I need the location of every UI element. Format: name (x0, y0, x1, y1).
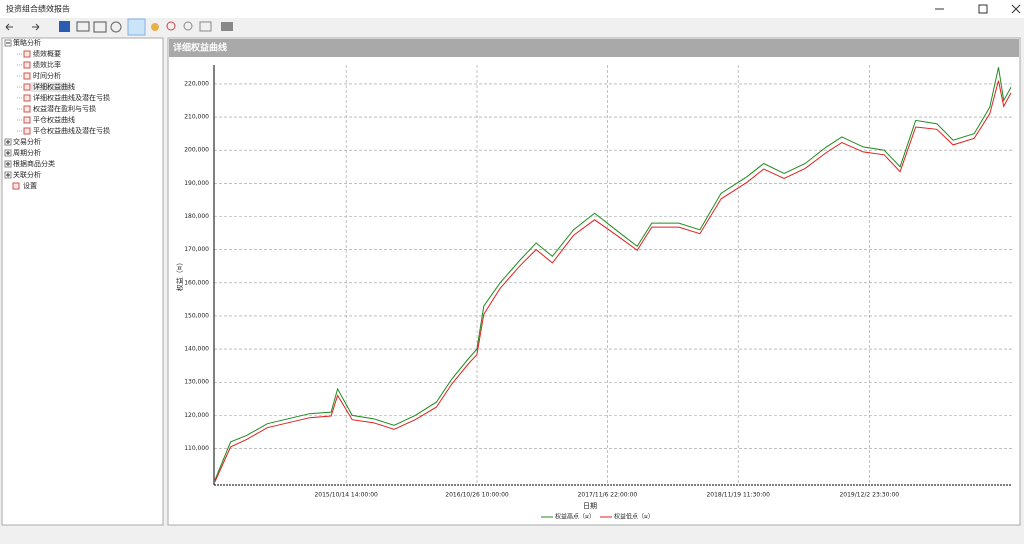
close[interactable] (1011, 4, 1021, 14)
item-icon (23, 116, 31, 124)
zoom-in-button[interactable] (166, 21, 176, 31)
y-tick-label: 220,000 (184, 80, 209, 87)
maximize[interactable] (978, 4, 988, 14)
x-tick-label: 2016/10/26 10:00:00 (445, 492, 509, 499)
expander-sign (6, 151, 10, 155)
item-icon (12, 182, 20, 190)
fit-button[interactable] (199, 21, 212, 32)
panel-title: 详细权益曲线 (173, 42, 227, 54)
expander-sign (6, 162, 10, 166)
tree-item[interactable]: 详细权益曲线 (33, 82, 75, 91)
chart-panel (167, 37, 1021, 526)
expander-sign (6, 173, 10, 177)
item-icon (23, 105, 31, 113)
tree-item[interactable]: 绩效比率 (33, 60, 61, 69)
y-tick-label: 200,000 (184, 147, 209, 154)
chart-button[interactable] (221, 22, 233, 31)
tree-item[interactable]: 平仓权益曲线及潜在亏损 (33, 126, 110, 135)
window-title: 投资组合绩效报告 (6, 4, 70, 14)
pan-button[interactable] (151, 23, 159, 31)
back-button[interactable] (5, 23, 13, 31)
legend-label: 权益高点（¤） (555, 513, 595, 521)
item-icon (23, 61, 31, 69)
y-tick-label: 110,000 (184, 445, 209, 452)
save-button[interactable] (59, 21, 70, 32)
y-axis-title: 权益（¤） (175, 259, 184, 291)
x-axis-title: 日期 (583, 502, 597, 510)
window-controls[interactable] (935, 4, 1021, 14)
expander-sign (6, 140, 10, 144)
item-icon (23, 50, 31, 58)
panel-header (169, 39, 1019, 57)
tree-item[interactable]: 周期分析 (13, 148, 41, 157)
x-tick-label: 2015/10/14 14:00:00 (314, 492, 378, 499)
print-button[interactable] (93, 21, 107, 33)
legend-label: 权益低点（¤） (614, 513, 654, 521)
y-tick-label: 130,000 (184, 379, 209, 386)
status-bar (0, 528, 1024, 540)
y-tick-label: 180,000 (184, 213, 209, 220)
settings-button[interactable] (110, 21, 122, 33)
x-tick-label: 2019/12/2 23:30:00 (839, 492, 899, 499)
tree-item[interactable]: 权益潜在盈利与亏损 (33, 104, 96, 113)
item-icon (23, 127, 31, 135)
item-icon (23, 94, 31, 102)
equity-line (214, 67, 1012, 481)
y-tick-label: 170,000 (184, 246, 209, 253)
tree-item[interactable]: 关联分析 (13, 170, 41, 179)
tree-item[interactable]: 设置 (23, 181, 37, 190)
equity-line (214, 80, 1012, 482)
y-tick-label: 190,000 (184, 180, 209, 187)
title-bar (0, 0, 1024, 18)
copy-button[interactable] (76, 21, 90, 32)
forward-button[interactable] (32, 23, 40, 31)
y-tick-label: 210,000 (184, 114, 209, 121)
tree-item[interactable]: 绩效概要 (33, 49, 61, 58)
toolbar (5, 18, 233, 36)
y-tick-label: 120,000 (184, 412, 209, 419)
tree-item[interactable]: 策略分析 (13, 38, 41, 47)
y-tick-label: 140,000 (184, 346, 209, 353)
x-tick-label: 2017/11/6 22:00:00 (578, 492, 638, 499)
zoom-out-button[interactable] (183, 21, 193, 31)
tree-item[interactable]: 详细权益曲线及潜在亏损 (33, 93, 110, 102)
plot: 110,000 120,000 130,000 140,000 150,000 160,0… (184, 65, 1012, 521)
item-icon (23, 83, 31, 91)
tree: 策略分析绩效概要绩效比率时间分析详细权益曲线详细权益曲线及潜在亏损权益潜在盈利与… (4, 38, 110, 190)
tree-item[interactable]: 平仓权益曲线 (33, 115, 75, 124)
x-tick-label: 2018/11/19 11:30:00 (706, 492, 770, 499)
cursor-button[interactable] (127, 18, 146, 36)
tree-item[interactable]: 交易分析 (13, 137, 41, 146)
tree-item[interactable]: 时间分析 (33, 71, 61, 80)
y-tick-label: 160,000 (184, 279, 209, 286)
tree-item[interactable]: 根据商品分类 (13, 159, 55, 168)
selection (31, 82, 71, 92)
item-icon (23, 72, 31, 80)
y-tick-label: 150,000 (184, 312, 209, 319)
